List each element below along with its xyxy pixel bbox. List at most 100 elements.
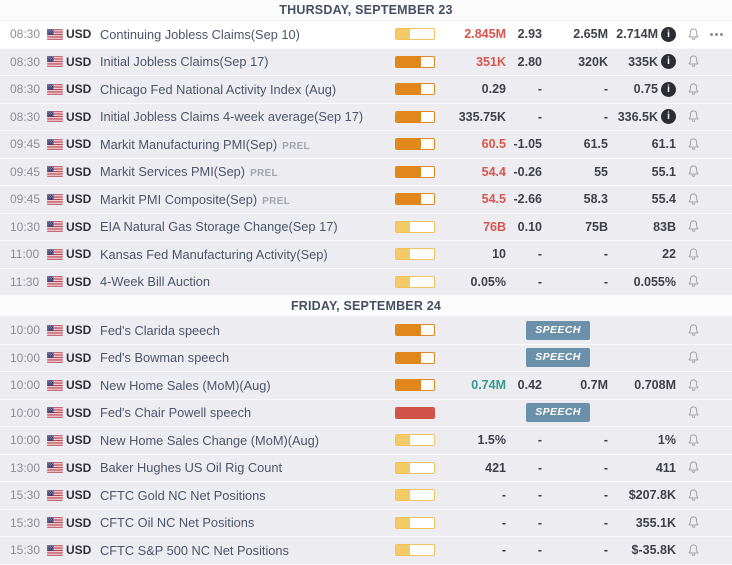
consensus-value: - [603, 109, 608, 124]
alert-bell-icon[interactable] [686, 27, 701, 42]
event-name[interactable]: New Home Sales Change (MoM)(Aug) [100, 433, 392, 448]
event-name-text: CFTC Oil NC Net Positions [100, 515, 255, 531]
actual-value: 54.4 [481, 164, 506, 179]
event-row[interactable]: 15:30 USD CFTC Gold NC Net P [0, 482, 732, 510]
deviation-value: 2.80 [517, 54, 542, 69]
event-row[interactable]: 11:30 USD 4-Week Bill Auctio [0, 268, 732, 296]
event-name[interactable]: CFTC Gold NC Net Positions [100, 488, 392, 503]
event-time: 08:30 [10, 82, 41, 97]
event-row[interactable]: 13:00 USD Baker Hughes US Oi [0, 454, 732, 482]
event-name[interactable]: Fed's Chair Powell speech [100, 405, 392, 420]
currency-label: USD [66, 460, 92, 475]
event-name[interactable]: EIA Natural Gas Storage Change(Sep 17) [100, 219, 392, 234]
event-name[interactable]: Fed's Clarida speech [100, 323, 392, 338]
alert-bell-icon[interactable] [686, 54, 701, 69]
alert-bell-icon[interactable] [686, 433, 701, 448]
alert-bell-icon[interactable] [686, 460, 701, 475]
alert-bell-icon[interactable] [686, 109, 701, 124]
event-name-text: Continuing Jobless Claims(Sep 10) [100, 26, 300, 42]
event-name[interactable]: Markit PMI Composite(Sep) PREL [100, 192, 392, 207]
event-name[interactable]: New Home Sales (MoM)(Aug) [100, 378, 392, 393]
event-row[interactable]: 10:00 USD New Home Sales (Mo [0, 372, 732, 400]
event-name[interactable]: Initial Jobless Claims(Sep 17) [100, 54, 392, 69]
volatility-bar-fill [396, 545, 410, 556]
event-row[interactable]: 10:00 USD New Home Sales Cha [0, 427, 732, 455]
day-header: FRIDAY, SEPTEMBER 24 [0, 296, 732, 317]
alert-bell-icon[interactable] [686, 247, 701, 262]
event-row[interactable]: 08:30 USD Continuing Jobless [0, 21, 732, 49]
bell-cell [676, 433, 710, 448]
event-name[interactable]: Markit Manufacturing PMI(Sep) PREL [100, 137, 392, 152]
us-flag-icon [44, 489, 66, 501]
event-name[interactable]: 4-Week Bill Auction [100, 274, 392, 289]
event-row[interactable]: 10:00 USD Fed's Chair Powell [0, 399, 732, 427]
speech-badge: SPEECH [526, 320, 590, 340]
previous-value-text: 55.4 [651, 192, 676, 207]
volatility-indicator [392, 83, 440, 96]
alert-bell-icon[interactable] [686, 515, 701, 530]
previous-cell: 335K i [608, 54, 676, 70]
volatility-indicator [392, 275, 440, 288]
volatility-indicator [392, 55, 440, 68]
event-name[interactable]: Chicago Fed National Activity Index (Aug… [100, 82, 392, 97]
event-name[interactable]: Continuing Jobless Claims(Sep 10) [100, 27, 392, 42]
event-row[interactable]: 10:00 USD Fed's Bowman speec [0, 344, 732, 372]
alert-bell-icon[interactable] [686, 350, 701, 365]
us-flag-icon [44, 407, 66, 419]
event-row[interactable]: 09:45 USD Markit Manufacturi [0, 131, 732, 159]
event-name[interactable]: Kansas Fed Manufacturing Activity(Sep) [100, 247, 392, 262]
event-row[interactable]: 09:45 USD Markit Services PM [0, 158, 732, 186]
event-row[interactable]: 10:00 USD Fed's Clarida spee [0, 317, 732, 345]
event-row[interactable]: 15:30 USD CFTC Oil NC Net Po [0, 509, 732, 537]
alert-bell-icon[interactable] [686, 378, 701, 393]
alert-bell-icon[interactable] [686, 192, 701, 207]
event-row[interactable]: 09:45 USD Markit PMI Composi [0, 186, 732, 214]
previous-value-text: $207.8K [628, 488, 676, 503]
event-name[interactable]: Markit Services PMI(Sep) PREL [100, 164, 392, 179]
previous-value-text: 1% [657, 433, 676, 448]
ellipsis-menu-icon[interactable] [710, 32, 723, 36]
event-name[interactable]: Fed's Bowman speech [100, 350, 392, 365]
previous-value-text: 0.75 [633, 82, 658, 97]
volatility-bar [395, 55, 435, 68]
previous-cell: 1% [608, 433, 676, 447]
alert-bell-icon[interactable] [686, 82, 701, 97]
volatility-bar-fill [396, 221, 410, 232]
alert-bell-icon[interactable] [686, 137, 701, 152]
alert-bell-icon[interactable] [686, 164, 701, 179]
us-flag-icon [44, 544, 66, 556]
event-time: 11:30 [10, 274, 40, 289]
event-row[interactable]: 08:30 USD Initial Jobless Cl [0, 48, 732, 76]
alert-bell-icon[interactable] [686, 323, 701, 338]
deviation-value: - [537, 274, 542, 289]
alert-bell-icon[interactable] [686, 405, 701, 420]
alert-bell-icon[interactable] [686, 274, 701, 289]
event-name[interactable]: Initial Jobless Claims 4-week average(Se… [100, 109, 392, 124]
currency-label: USD [66, 274, 92, 289]
info-icon[interactable]: i [661, 26, 676, 42]
alert-bell-icon[interactable] [686, 543, 701, 558]
event-name-text: New Home Sales Change (MoM)(Aug) [100, 432, 320, 448]
info-icon[interactable]: i [661, 81, 676, 97]
event-row[interactable]: 15:30 USD CFTC S&P 500 NC Ne [0, 537, 732, 565]
event-name[interactable]: CFTC S&P 500 NC Net Positions [100, 543, 392, 558]
previous-value-text: 355.1K [635, 515, 676, 530]
volatility-bar [395, 544, 435, 557]
info-icon[interactable]: i [661, 54, 676, 70]
currency-label: USD [66, 433, 92, 448]
event-name[interactable]: Baker Hughes US Oil Rig Count [100, 460, 392, 475]
event-row[interactable]: 10:30 USD EIA Natural Gas St [0, 213, 732, 241]
menu-cell [710, 32, 732, 36]
alert-bell-icon[interactable] [686, 488, 701, 503]
deviation-value: - [537, 247, 542, 262]
event-row[interactable]: 08:30 USD Chicago Fed Nation [0, 76, 732, 104]
volatility-bar [395, 138, 435, 151]
volatility-indicator [392, 434, 440, 447]
info-icon[interactable]: i [661, 109, 676, 125]
volatility-bar-fill [396, 490, 410, 501]
event-row[interactable]: 08:30 USD Initial Jobless Cl [0, 103, 732, 131]
currency-label: USD [66, 543, 92, 558]
alert-bell-icon[interactable] [686, 219, 701, 234]
event-name[interactable]: CFTC Oil NC Net Positions [100, 515, 392, 530]
event-row[interactable]: 11:00 USD Kansas Fed Manufac [0, 241, 732, 269]
